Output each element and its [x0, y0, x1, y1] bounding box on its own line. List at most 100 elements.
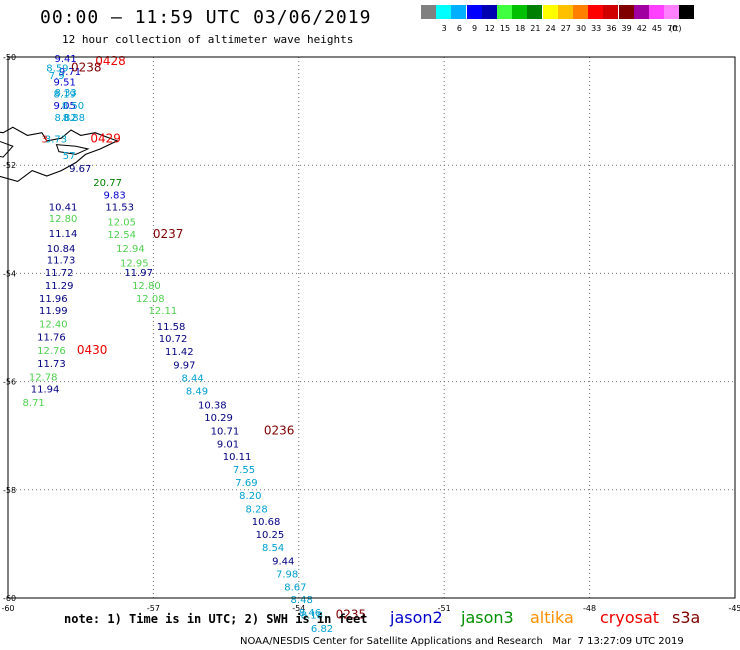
colorbar-tick-label: 3	[441, 24, 447, 33]
wave-height-label: 11.73	[47, 256, 76, 267]
y-tick-label: -58	[3, 486, 16, 495]
wave-height-label: 11.42	[165, 347, 194, 358]
wave-height-label: 7.69	[235, 478, 257, 489]
y-tick-label: -54	[3, 269, 16, 278]
y-tick-label: -52	[3, 161, 16, 170]
wave-height-label: 10.84	[47, 244, 76, 255]
east-falkland-inlet	[55, 144, 90, 155]
colorbar-tick-label: 12	[484, 24, 495, 33]
colorbar-swatch	[588, 5, 604, 19]
wave-height-label: 9.97	[173, 361, 195, 372]
wave-height-label: 8.59	[46, 64, 68, 75]
colorbar-swatch	[679, 5, 695, 19]
colorbar-tick-label: 15	[499, 24, 511, 33]
legend-cryosat: cryosat	[600, 608, 660, 627]
x-tick-label: -51	[438, 604, 451, 613]
colorbar-tick-label: 30	[575, 24, 587, 33]
page-subtitle: 12 hour collection of altimeter wave hei…	[62, 33, 354, 46]
colorbar-tick-label: 18	[515, 24, 526, 33]
colorbar-tick-label: 27	[560, 24, 571, 33]
wave-height-label: 12.08	[136, 294, 165, 305]
wave-height-label: 57	[63, 151, 76, 162]
wave-height-label: 12.80	[132, 281, 161, 292]
wave-height-label: 20.77	[93, 178, 122, 189]
wave-height-label: 11.99	[39, 306, 68, 317]
colorbar-tick-label: 33	[591, 24, 602, 33]
colorbar-swatch	[527, 5, 543, 19]
colorbar-swatch	[466, 5, 482, 19]
wave-height-label: 9.01	[217, 440, 239, 451]
pass-time-label: 0430	[77, 343, 108, 357]
map-frame	[7, 56, 736, 599]
colorbar-swatch	[497, 5, 512, 19]
wave-height-label: 8.48	[291, 595, 313, 606]
wave-height-label: 3.73	[45, 134, 67, 145]
colorbar-tick-label: 24	[545, 24, 556, 33]
colorbar-swatch	[542, 5, 558, 19]
footer-credit: NOAA/NESDIS Center for Satellite Applica…	[240, 636, 684, 647]
colorbar-swatch	[512, 5, 528, 19]
colorbar-tick-label: 42	[636, 24, 647, 33]
wave-height-label: 10.25	[256, 530, 285, 541]
pass-time-label: 0428	[95, 54, 126, 68]
wave-height-label: 6.82	[311, 624, 333, 635]
wave-height-label: 12.78	[29, 373, 58, 384]
colorbar-swatch	[573, 5, 588, 19]
wave-height-label: 8.54	[262, 543, 284, 554]
wave-height-label: 10.11	[223, 452, 252, 463]
wave-height-label: 11.94	[31, 384, 60, 395]
colorbar-tick-label: 36	[606, 24, 617, 33]
wave-height-label: 10.71	[211, 427, 240, 438]
wave-height-label: 9.05	[54, 101, 76, 112]
wave-height-label: 8.18	[301, 611, 323, 622]
colorbar-tick-label: 39	[621, 24, 632, 33]
wave-height-label: 7.9	[49, 71, 65, 82]
x-tick-label: -57	[147, 604, 160, 613]
wave-height-label: 8.71	[23, 398, 45, 409]
wave-height-label: 10.68	[252, 517, 281, 528]
wave-height-label: 12.76	[37, 346, 66, 357]
wave-height-label: 10.72	[159, 334, 188, 345]
wave-height-label: 12.05	[107, 217, 136, 228]
wave-height-label: 9.71	[59, 67, 81, 78]
colorbar-swatch	[451, 5, 467, 19]
colorbar-swatch	[633, 5, 649, 19]
wave-height-label: 10.41	[49, 203, 78, 214]
colorbar-swatch	[664, 5, 680, 19]
wave-height-label: 8.82	[55, 113, 77, 124]
colorbar-tick-label: 21	[530, 24, 541, 33]
wave-height-label: 11.72	[45, 268, 74, 279]
wave-height-label: 7.55	[233, 465, 255, 476]
x-tick-label: -45	[728, 604, 740, 613]
wave-height-label: 9.44	[272, 556, 294, 567]
wave-height-label: 11.96	[39, 294, 68, 305]
wave-height-label: 11.29	[45, 281, 74, 292]
x-tick-label: -60	[1, 604, 14, 613]
pass-time-label: 0238	[71, 61, 102, 75]
colorbar-swatch	[603, 5, 619, 19]
colorbar-swatch	[557, 5, 573, 19]
wave-height-label: 10.38	[198, 401, 227, 412]
colorbar-tick-label: 6	[456, 24, 462, 33]
wave-height-label: 8.33	[55, 88, 77, 99]
y-tick-label: -56	[3, 378, 16, 387]
pass-time-label: 0236	[264, 424, 295, 438]
wave-height-label: 3	[41, 134, 47, 145]
wave-height-label: 8.44	[182, 374, 204, 385]
wave-height-label: 8.88	[63, 113, 85, 124]
falkland-islands-coastline	[0, 126, 119, 183]
legend-jason3: jason3	[461, 608, 514, 627]
wave-height-label: 12.94	[116, 244, 145, 255]
wave-height-label: 11.53	[105, 203, 134, 214]
x-tick-label: -48	[583, 604, 596, 613]
colorbar-tick-label: 45	[651, 24, 663, 33]
legend-altika: altika	[530, 608, 574, 627]
colorbar-swatch	[649, 5, 664, 19]
wave-height-label: 9.83	[103, 191, 125, 202]
wave-height-label: 12.95	[120, 258, 149, 269]
wave-height-label: 11.14	[49, 229, 78, 240]
wave-height-label: 8.50	[62, 101, 84, 112]
colorbar-swatch	[618, 5, 634, 19]
wave-height-label: 8.46	[299, 608, 321, 619]
